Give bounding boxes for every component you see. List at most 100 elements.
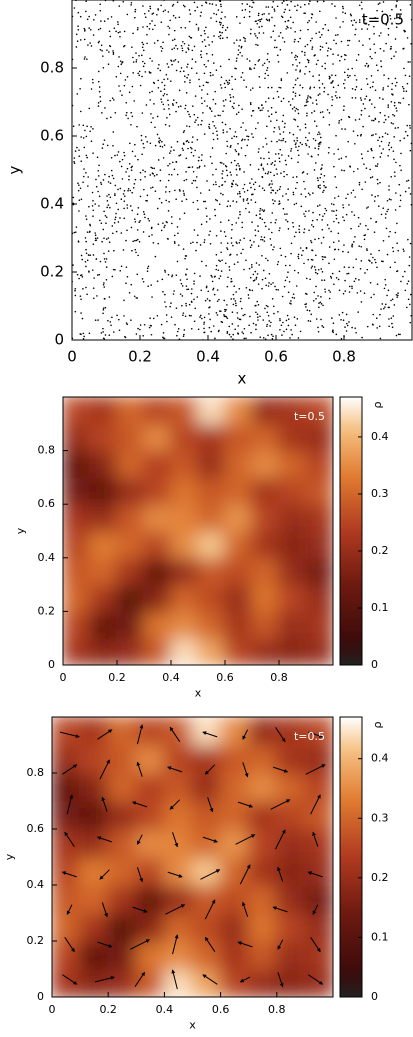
particle [209,108,212,110]
particle [202,84,205,87]
particle [193,320,196,323]
particle [122,249,125,251]
particle [152,317,155,320]
particle [306,139,309,142]
particle [273,312,275,315]
particle [285,219,287,221]
particle [304,303,306,306]
particle [318,74,321,76]
particle [386,294,388,297]
heat-cell [305,397,333,425]
particle [307,319,310,322]
particle [292,91,295,93]
particle [393,55,395,58]
particle [85,265,87,268]
particle [144,16,147,19]
particle [129,142,131,145]
particle [187,147,189,150]
heat-cell [135,940,166,970]
particle [221,184,224,186]
y-tick-label: 0.4 [27,878,45,891]
particle [102,331,104,333]
particle [171,161,174,164]
heat-cell [135,856,166,886]
particle [131,115,134,118]
particle [154,190,157,192]
particle [305,65,307,68]
particle [114,112,117,114]
particle [317,186,320,189]
particle [143,323,146,326]
particle [211,280,214,283]
particle [287,318,290,320]
particle [257,151,260,153]
particle [332,53,334,56]
particle [190,300,193,303]
particle [315,21,317,23]
heat-cell [107,968,138,997]
particle [220,230,222,232]
particle [384,306,386,308]
particle [194,179,197,182]
particle [190,146,192,149]
particle [119,31,121,33]
particle [399,139,402,142]
particle [178,188,181,191]
particle [235,67,237,70]
particle [175,101,178,104]
particle [226,242,229,244]
particle [152,117,154,119]
particle [331,96,333,98]
heat-cell [116,556,145,586]
particle [362,125,364,128]
particle [294,119,297,121]
particle [168,162,171,165]
particle [355,331,357,334]
particle [200,159,203,162]
particle [290,150,292,152]
particle [157,67,159,70]
particle [267,259,269,262]
particle [132,61,135,63]
heat-cell [305,503,333,532]
particle [261,278,264,281]
heat-cell [224,556,253,586]
particle [388,142,391,144]
time-annotation: t=0.5 [362,11,404,29]
particle [279,31,282,34]
particle [270,180,273,182]
particle [175,160,178,163]
particle [152,12,155,15]
particle [333,165,335,168]
particle [361,188,363,191]
particle [106,200,109,202]
particle [265,6,268,8]
velocity-arrow [64,831,75,847]
particle [386,133,389,136]
heat-cell [197,637,226,665]
particle [137,327,139,330]
particle [280,79,283,82]
particle [386,210,388,213]
particle [323,212,326,215]
heat-cell [219,772,250,802]
heat-cell [247,912,278,942]
particle [200,50,203,52]
particle [221,172,223,175]
particle [163,84,166,87]
particle [220,76,223,79]
particle [347,251,350,254]
particle [328,297,331,300]
particle [323,90,325,93]
particle [168,107,170,110]
particle [226,304,228,306]
particle [292,293,295,295]
particle [219,0,222,2]
particle [100,183,103,185]
particle [397,333,400,336]
particle [248,267,251,270]
particle [355,258,358,260]
heat-cell [224,422,253,452]
particle [351,326,353,329]
particle [282,137,285,140]
